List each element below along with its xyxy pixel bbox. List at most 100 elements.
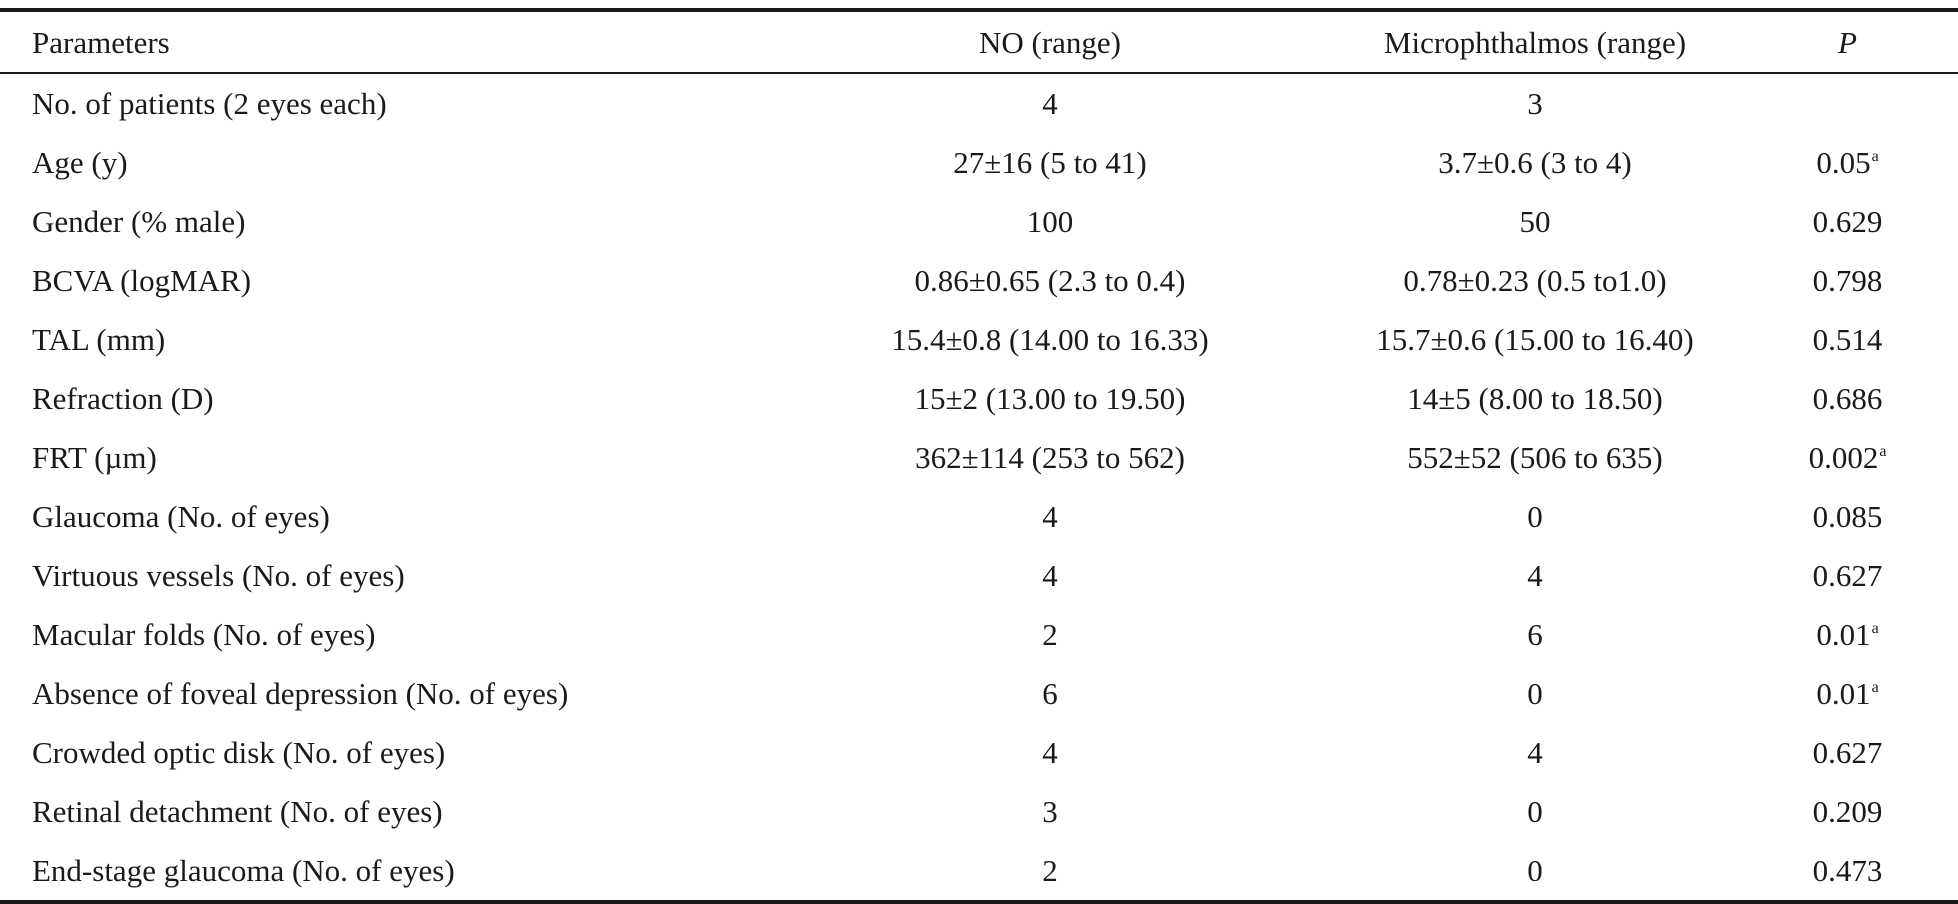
significance-marker: a [1871, 620, 1879, 637]
cell-parameter-text: TAL (mm) [32, 322, 166, 357]
cell-p-value-text: 0.002 [1808, 440, 1879, 475]
cell-no-range-text: 2 [1042, 617, 1058, 652]
cell-no-range: 15.4±0.8 (14.00 to 16.33) [767, 310, 1333, 369]
cell-microphthalmos-range-text: 0.78±0.23 (0.5 to1.0) [1403, 263, 1667, 298]
cell-parameter-text: FRT (µm) [32, 440, 157, 475]
cell-parameter: Virtuous vessels (No. of eyes) [0, 546, 767, 605]
cell-microphthalmos-range: 0 [1333, 782, 1737, 841]
cell-microphthalmos-range: 0 [1333, 841, 1737, 902]
cell-no-range: 4 [767, 546, 1333, 605]
cell-parameter-text: Glaucoma (No. of eyes) [32, 499, 330, 534]
header-no-range: NO (range) [978, 24, 1121, 60]
cell-p-value: 0.085 [1737, 487, 1958, 546]
cell-no-range-text: 27±16 (5 to 41) [953, 145, 1147, 180]
cell-p-value: 0.629 [1737, 192, 1958, 251]
cell-parameter: No. of patients (2 eyes each) [0, 73, 767, 133]
cell-p-value: 0.798 [1737, 251, 1958, 310]
cell-no-range-text: 362±114 (253 to 562) [915, 440, 1185, 475]
cell-parameter-text: Refraction (D) [32, 381, 214, 416]
cell-no-range: 2 [767, 605, 1333, 664]
cell-parameter: BCVA (logMAR) [0, 251, 767, 310]
cell-p-value: 0.686 [1737, 369, 1958, 428]
cell-no-range-text: 15±2 (13.00 to 19.50) [914, 381, 1186, 416]
cell-p-value [1737, 73, 1958, 133]
cell-parameter: Macular folds (No. of eyes) [0, 605, 767, 664]
table-row: Refraction (D) 15±2 (13.00 to 19.50) 14±5 … [0, 369, 1958, 428]
cell-parameter: Age (y) [0, 133, 767, 192]
cell-p-value: 0.01a [1737, 664, 1958, 723]
cell-no-range: 4 [767, 487, 1333, 546]
cell-no-range: 2 [767, 841, 1333, 902]
cell-no-range-text: 4 [1042, 499, 1058, 534]
table-row: No. of patients (2 eyes each) 4 3 [0, 73, 1958, 133]
table-row: Glaucoma (No. of eyes) 4 0 0.085 [0, 487, 1958, 546]
cell-p-value-text: 0.798 [1812, 263, 1883, 298]
cell-parameter-text: No. of patients (2 eyes each) [32, 86, 387, 121]
cell-parameter: Gender (% male) [0, 192, 767, 251]
header-microphthalmos-range: Microphthalmos (range) [1383, 24, 1687, 60]
cell-no-range-text: 3 [1042, 794, 1058, 829]
cell-microphthalmos-range: 15.7±0.6 (15.00 to 16.40) [1333, 310, 1737, 369]
cell-microphthalmos-range-text: 0 [1527, 499, 1543, 534]
cell-parameter: Glaucoma (No. of eyes) [0, 487, 767, 546]
cell-microphthalmos-range: 14±5 (8.00 to 18.50) [1333, 369, 1737, 428]
cell-no-range-text: 100 [1026, 204, 1074, 239]
cell-p-value: 0.627 [1737, 546, 1958, 605]
table-row: Gender (% male) 100 50 0.629 [0, 192, 1958, 251]
cell-no-range-text: 4 [1042, 558, 1058, 593]
cell-microphthalmos-range-text: 50 [1519, 204, 1551, 239]
cell-no-range: 3 [767, 782, 1333, 841]
cell-microphthalmos-range: 50 [1333, 192, 1737, 251]
cell-parameter: TAL (mm) [0, 310, 767, 369]
cell-parameter-text: BCVA (logMAR) [32, 263, 252, 298]
cell-no-range: 100 [767, 192, 1333, 251]
cell-microphthalmos-range-text: 6 [1527, 617, 1543, 652]
comparison-table: Parameters NO (range) Microphthalmos (ra… [0, 8, 1958, 904]
cell-parameter: Retinal detachment (No. of eyes) [0, 782, 767, 841]
cell-parameter: End-stage glaucoma (No. of eyes) [0, 841, 767, 902]
cell-microphthalmos-range: 4 [1333, 723, 1737, 782]
cell-no-range: 15±2 (13.00 to 19.50) [767, 369, 1333, 428]
table-row: Age (y) 27±16 (5 to 41) 3.7±0.6 (3 to 4) 0.… [0, 133, 1958, 192]
cell-microphthalmos-range: 3.7±0.6 (3 to 4) [1333, 133, 1737, 192]
table-row: FRT (µm) 362±114 (253 to 562) 552±52 (506 … [0, 428, 1958, 487]
cell-parameter: Absence of foveal depression (No. of eye… [0, 664, 767, 723]
cell-parameter-text: Age (y) [32, 145, 128, 180]
cell-p-value-text: 0.514 [1812, 322, 1883, 357]
cell-microphthalmos-range-text: 3.7±0.6 (3 to 4) [1438, 145, 1632, 180]
cell-no-range-text: 6 [1042, 676, 1058, 711]
cell-parameter-text: Absence of foveal depression (No. of eye… [32, 676, 569, 711]
table-row: Virtuous vessels (No. of eyes) 4 4 0.627 [0, 546, 1958, 605]
cell-parameter: FRT (µm) [0, 428, 767, 487]
cell-no-range-text: 2 [1042, 853, 1058, 888]
cell-microphthalmos-range-text: 0 [1527, 853, 1543, 888]
cell-p-value-text: 0.05 [1816, 145, 1871, 180]
cell-microphthalmos-range: 4 [1333, 546, 1737, 605]
cell-microphthalmos-range-text: 0 [1527, 676, 1543, 711]
cell-microphthalmos-range-text: 3 [1527, 86, 1543, 121]
cell-microphthalmos-range-text: 0 [1527, 794, 1543, 829]
cell-no-range: 0.86±0.65 (2.3 to 0.4) [767, 251, 1333, 310]
cell-microphthalmos-range: 0 [1333, 487, 1737, 546]
cell-microphthalmos-range: 552±52 (506 to 635) [1333, 428, 1737, 487]
cell-no-range-text: 0.86±0.65 (2.3 to 0.4) [914, 263, 1186, 298]
cell-p-value-text: 0.01 [1816, 617, 1871, 652]
cell-parameter: Refraction (D) [0, 369, 767, 428]
table-header: Parameters NO (range) Microphthalmos (ra… [0, 10, 1958, 73]
cell-microphthalmos-range: 3 [1333, 73, 1737, 133]
cell-p-value-text: 0.629 [1812, 204, 1883, 239]
header-p-value: P [1838, 24, 1857, 60]
cell-parameter-text: Macular folds (No. of eyes) [32, 617, 376, 652]
cell-parameter: Crowded optic disk (No. of eyes) [0, 723, 767, 782]
cell-microphthalmos-range-text: 15.7±0.6 (15.00 to 16.40) [1376, 322, 1694, 357]
cell-microphthalmos-range-text: 14±5 (8.00 to 18.50) [1407, 381, 1663, 416]
header-parameters: Parameters [32, 24, 170, 60]
cell-microphthalmos-range-text: 4 [1527, 735, 1543, 770]
table-row: Absence of foveal depression (No. of eye… [0, 664, 1958, 723]
cell-p-value-text: 0.627 [1812, 558, 1883, 593]
cell-p-value-text: 0.627 [1812, 735, 1883, 770]
cell-no-range-text: 15.4±0.8 (14.00 to 16.33) [891, 322, 1209, 357]
cell-no-range: 6 [767, 664, 1333, 723]
cell-parameter-text: End-stage glaucoma (No. of eyes) [32, 853, 455, 888]
cell-no-range-text: 4 [1042, 735, 1058, 770]
